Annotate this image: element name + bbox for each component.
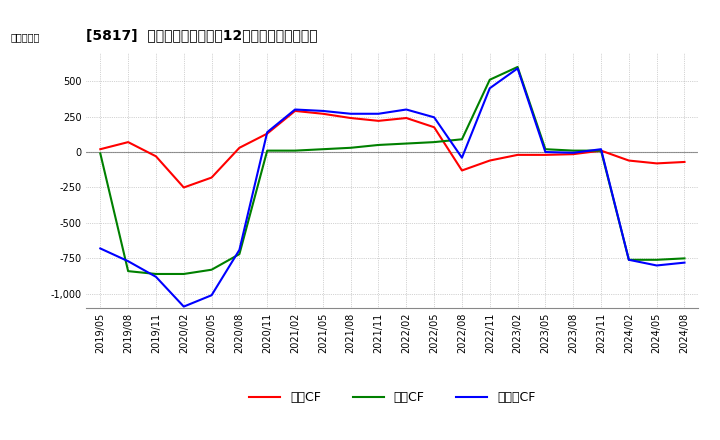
営業CF: [458, 168, 467, 173]
営業CF: [96, 147, 104, 152]
Text: [5817]  キャッシュフローの12か月移動合計の推移: [5817] キャッシュフローの12か月移動合計の推移: [86, 28, 318, 42]
フリーCF: [569, 150, 577, 155]
フリーCF: [485, 86, 494, 91]
投資CF: [179, 271, 188, 277]
Line: 投資CF: 投資CF: [100, 67, 685, 274]
投資CF: [346, 145, 355, 150]
営業CF: [430, 125, 438, 130]
フリーCF: [624, 257, 633, 262]
フリーCF: [597, 147, 606, 152]
投資CF: [541, 147, 550, 152]
投資CF: [291, 148, 300, 153]
フリーCF: [235, 247, 243, 253]
フリーCF: [263, 129, 271, 135]
営業CF: [597, 148, 606, 153]
営業CF: [124, 139, 132, 145]
フリーCF: [652, 263, 661, 268]
投資CF: [374, 142, 383, 147]
フリーCF: [291, 107, 300, 112]
フリーCF: [458, 155, 467, 160]
フリーCF: [346, 111, 355, 117]
営業CF: [179, 185, 188, 190]
フリーCF: [374, 111, 383, 117]
営業CF: [680, 159, 689, 165]
営業CF: [152, 154, 161, 159]
営業CF: [346, 115, 355, 121]
営業CF: [291, 108, 300, 114]
投資CF: [96, 151, 104, 156]
投資CF: [235, 252, 243, 257]
投資CF: [624, 257, 633, 262]
フリーCF: [680, 260, 689, 265]
フリーCF: [207, 293, 216, 298]
投資CF: [458, 137, 467, 142]
営業CF: [485, 158, 494, 163]
投資CF: [652, 257, 661, 262]
Line: フリーCF: フリーCF: [100, 68, 685, 307]
Line: 営業CF: 営業CF: [100, 111, 685, 187]
フリーCF: [179, 304, 188, 309]
投資CF: [318, 147, 327, 152]
営業CF: [624, 158, 633, 163]
フリーCF: [96, 246, 104, 251]
Legend: 営業CF, 投資CF, フリーCF: 営業CF, 投資CF, フリーCF: [244, 386, 541, 409]
営業CF: [402, 115, 410, 121]
営業CF: [207, 175, 216, 180]
営業CF: [263, 131, 271, 136]
投資CF: [152, 271, 161, 277]
Y-axis label: （百万円）: （百万円）: [11, 33, 40, 43]
投資CF: [569, 148, 577, 153]
投資CF: [513, 64, 522, 70]
投資CF: [485, 77, 494, 82]
営業CF: [235, 145, 243, 150]
投資CF: [263, 148, 271, 153]
投資CF: [402, 141, 410, 146]
フリーCF: [541, 150, 550, 155]
投資CF: [680, 256, 689, 261]
営業CF: [374, 118, 383, 124]
投資CF: [124, 268, 132, 274]
営業CF: [652, 161, 661, 166]
フリーCF: [124, 259, 132, 264]
営業CF: [541, 152, 550, 158]
営業CF: [318, 111, 327, 117]
フリーCF: [318, 108, 327, 114]
営業CF: [569, 151, 577, 157]
フリーCF: [152, 274, 161, 279]
投資CF: [597, 148, 606, 153]
フリーCF: [402, 107, 410, 112]
フリーCF: [430, 115, 438, 120]
フリーCF: [513, 66, 522, 71]
営業CF: [513, 152, 522, 158]
投資CF: [430, 139, 438, 145]
投資CF: [207, 267, 216, 272]
